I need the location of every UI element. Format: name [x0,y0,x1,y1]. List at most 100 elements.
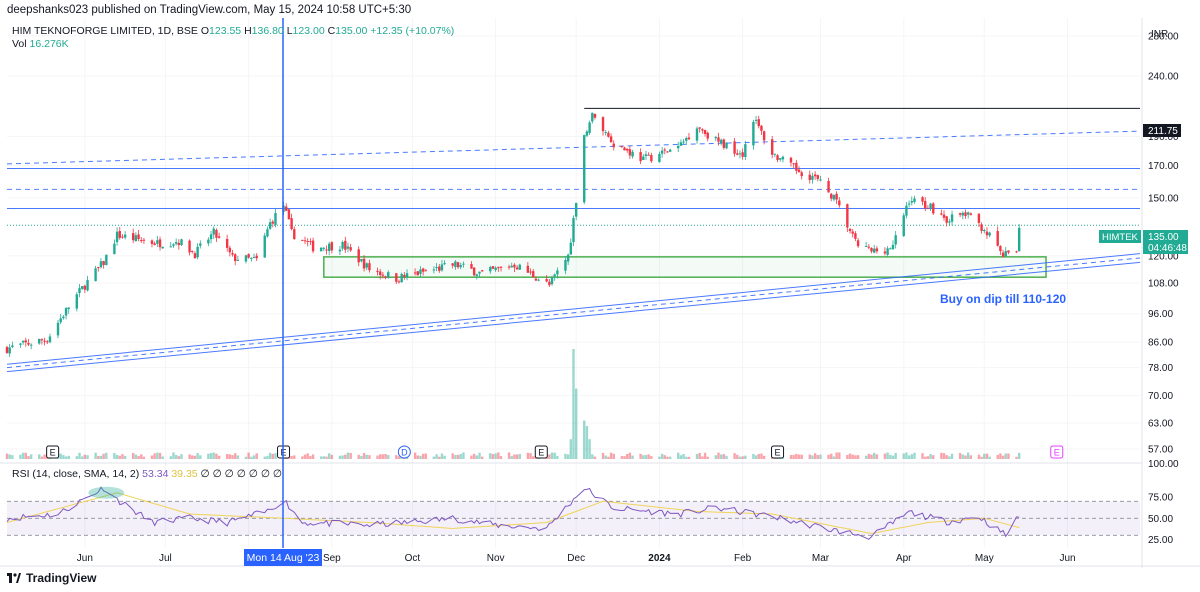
volume-bar [137,455,140,459]
volume-bar [86,455,89,459]
candle-body [607,132,610,137]
rsi-legend[interactable]: RSI (14, close, SMA, 14, 2) 53.34 39.35 … [12,468,282,480]
volume-bar [462,452,465,459]
candle-body [395,273,398,282]
volume-bar [456,454,460,459]
candle-body [362,258,366,269]
volume-bar [263,456,266,459]
volume-bar [435,454,438,459]
candle-body [585,131,589,136]
rsi-tick-label: 25.00 [1148,535,1173,546]
candle-body [870,247,873,252]
candle-body [566,254,570,262]
candle-body [46,341,49,343]
symbol-legend[interactable]: HIM TEKNOFORGE LIMITED, 1D, BSE O123.55 … [12,25,454,37]
candle-body [601,117,605,132]
candle-body [816,175,820,179]
volume-bar [593,456,597,459]
candle-body [115,231,119,243]
candle-body [969,213,973,215]
candle-body [75,294,79,309]
volume-bar [902,453,905,459]
candle-body [620,145,624,147]
volume-bar [625,454,629,459]
volume-bar [529,453,532,459]
rsi-overbought-fill [88,486,125,499]
candle-body [180,239,183,246]
volume-bar [99,455,103,459]
candle-body [8,347,11,354]
candle-body [158,239,162,248]
candle-body [5,347,9,353]
volume-bar [607,456,610,459]
candle-body [628,149,632,156]
volume-bar [883,453,887,459]
volume-bar [432,456,436,459]
candle-body [907,203,911,205]
candle-body [207,239,210,244]
candle-body [569,242,573,255]
volume-bar [601,452,605,459]
candle-body [658,153,661,163]
event-marker-label: E [538,448,544,458]
trendline [6,253,1141,365]
volume-bar [78,452,81,459]
volume-legend[interactable]: Vol 16.276K [12,38,69,50]
volume-bar [193,455,197,459]
candle-body [491,266,495,269]
volume-bar [362,453,366,459]
volume-bar [153,453,156,459]
volume-bar [327,453,331,459]
event-marker-label: E [775,448,781,458]
candle-body [134,235,138,242]
candle-body [438,266,441,271]
candle-body [64,307,68,316]
candle-body [193,253,197,259]
volume-bar [754,455,758,459]
volume-bar [983,453,986,459]
tradingview-footer[interactable]: TradingView [7,571,96,585]
volume-bar [958,453,962,459]
candle-body [443,263,446,265]
candle-body [349,247,352,251]
candle-body [172,244,175,246]
rsi-sma-line [6,492,1020,535]
candle-body [760,125,763,131]
volume-bar [113,452,116,459]
candle-body [105,254,108,266]
volume-bar [658,456,661,459]
candle-body [545,279,548,282]
currency-label: INR [1151,29,1168,40]
volume-bar [526,452,530,459]
volume-bar [854,455,857,459]
volume-bar [639,453,642,459]
candle-body [94,268,97,282]
volume-bar [494,453,497,459]
change-value: +12.35 (+10.07%) [370,25,455,37]
candle-body [926,207,930,209]
candle-body [873,248,876,253]
candle-body [773,153,777,155]
candle-body [510,265,513,268]
candle-body [875,248,879,252]
candle-body [980,224,983,231]
candle-body [123,234,127,238]
candle-body [497,267,500,269]
rsi-tick-label: 75.00 [1148,493,1173,504]
candle-body [228,247,232,253]
candle-body [156,240,159,244]
volume-bar [454,454,457,459]
volume-bar [419,455,422,459]
candle-body [942,214,946,218]
candle-body [854,233,857,239]
last-price-label: 135.00 [1148,232,1179,243]
volume-bar [757,453,760,459]
bar-countdown-label: 04:46:48 [1148,243,1187,254]
time-tick-label: Dec [567,553,585,564]
candle-body [921,197,924,202]
volume-bars [5,349,1021,459]
candle-body [252,257,256,259]
candle-body [830,193,833,199]
candle-body [405,273,409,278]
